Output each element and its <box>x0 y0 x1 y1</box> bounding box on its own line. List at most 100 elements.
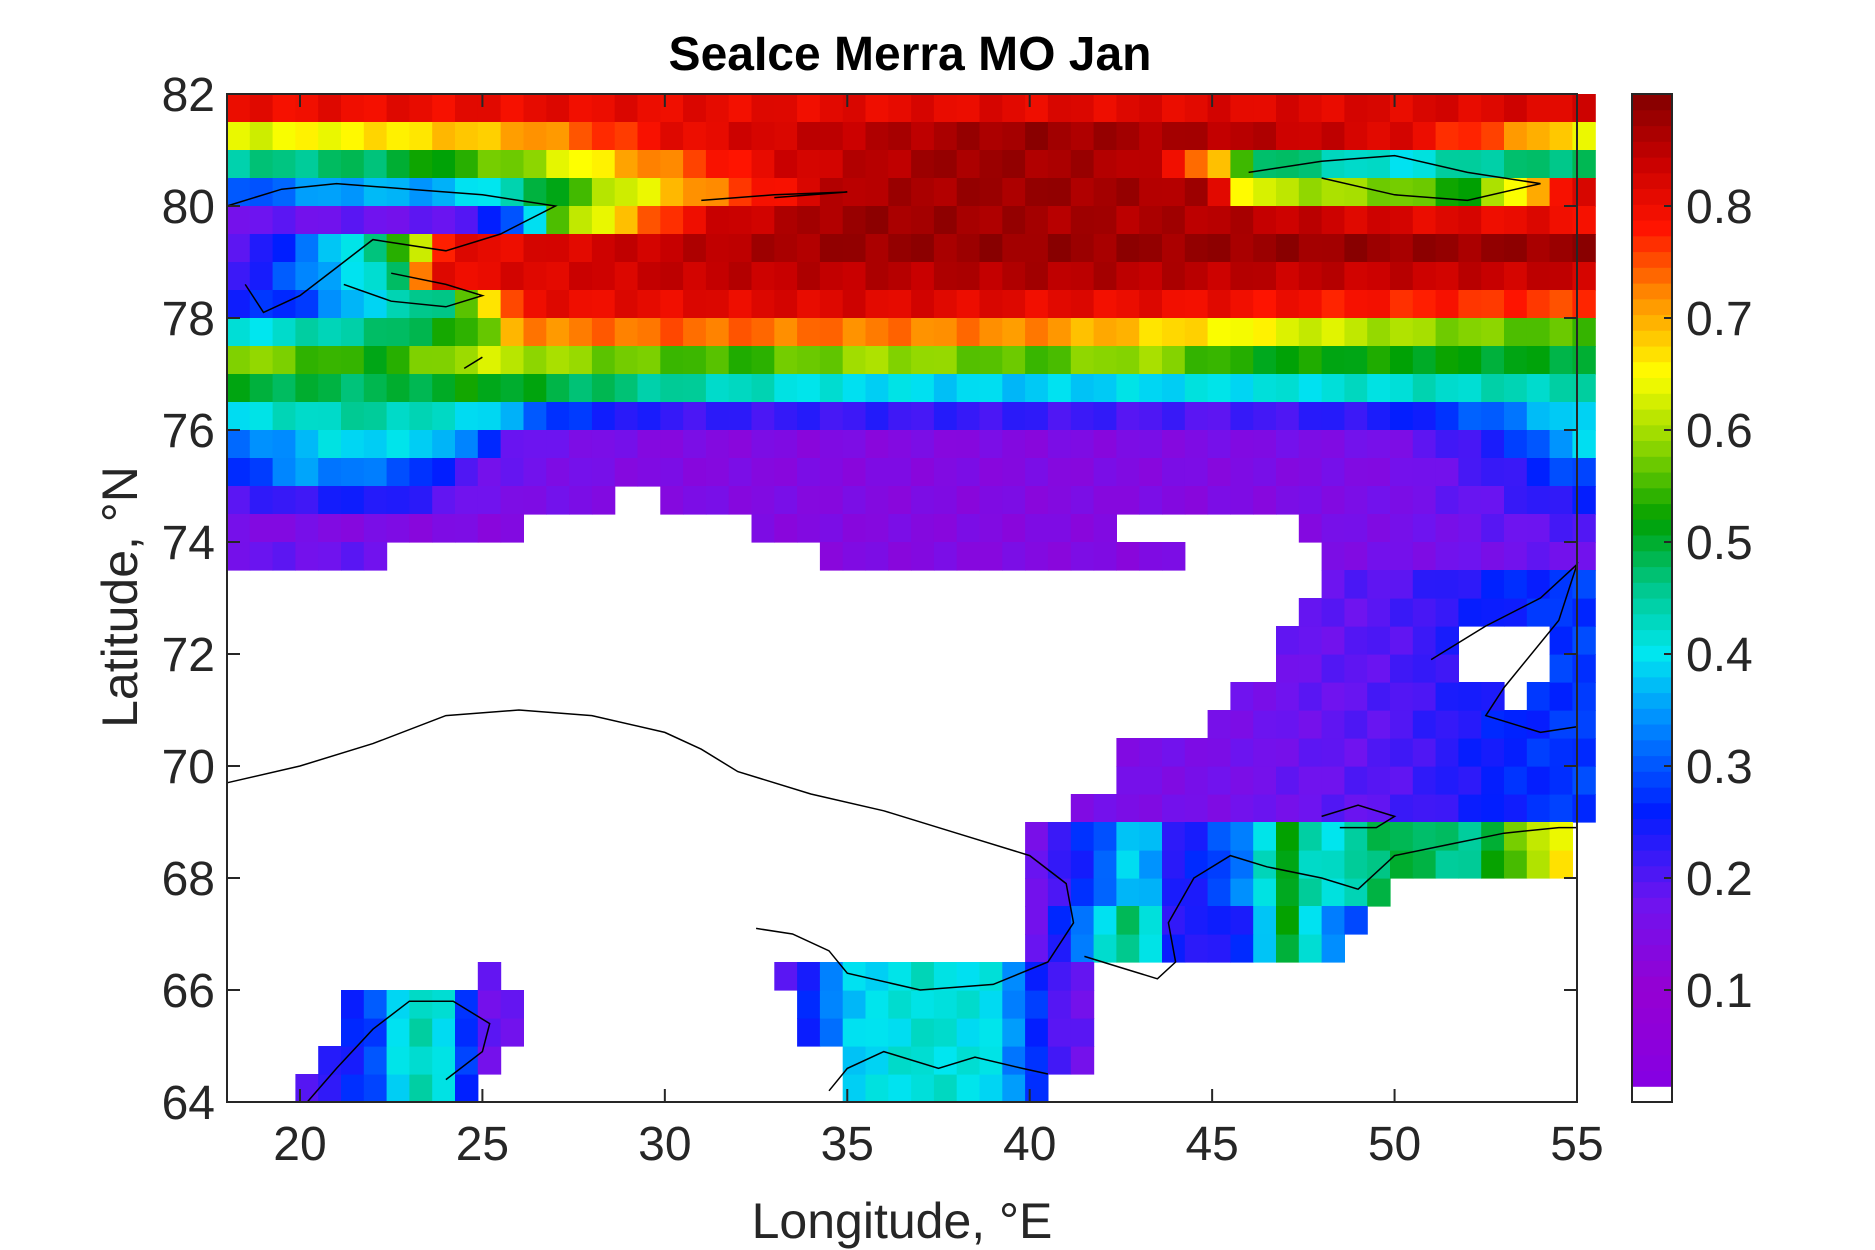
heatmap-cell <box>888 1074 912 1103</box>
heatmap-cell <box>705 206 730 235</box>
heatmap-cell <box>1321 766 1345 795</box>
heatmap-cell <box>1093 794 1117 823</box>
heatmap-cell <box>956 318 981 347</box>
heatmap-cell <box>956 178 981 207</box>
colorbar-swatch <box>1632 298 1672 316</box>
heatmap-cell <box>1184 150 1209 179</box>
heatmap-cell <box>819 1018 844 1047</box>
heatmap-cell <box>341 514 365 543</box>
heatmap-cell <box>1253 430 1277 459</box>
heatmap-cell <box>1162 94 1186 123</box>
heatmap-cell <box>705 458 730 487</box>
heatmap-cell <box>705 374 730 403</box>
heatmap-cell <box>1276 374 1300 403</box>
heatmap-cell <box>409 206 433 235</box>
heatmap-cell <box>455 94 479 123</box>
heatmap-cell <box>1139 878 1163 907</box>
heatmap-cell <box>318 1046 342 1075</box>
heatmap-cell <box>1412 458 1437 487</box>
heatmap-cell <box>1162 122 1186 151</box>
heatmap-cell <box>1390 486 1414 515</box>
heatmap-cell <box>477 94 502 123</box>
heatmap-cell <box>1458 206 1482 235</box>
heatmap-cell <box>272 402 296 431</box>
heatmap-cell <box>728 430 753 459</box>
heatmap-cell <box>500 1018 524 1047</box>
heatmap-cell <box>1002 990 1026 1019</box>
heatmap-cell <box>227 486 251 515</box>
x-tick-label: 20 <box>273 1118 326 1171</box>
heatmap-cell <box>500 150 524 179</box>
heatmap-cell <box>1526 150 1551 179</box>
heatmap-cell <box>1572 570 1596 599</box>
heatmap-cell <box>1504 318 1528 347</box>
heatmap-cell <box>1298 262 1323 291</box>
heatmap-cell <box>1093 458 1117 487</box>
heatmap-cell <box>705 122 730 151</box>
heatmap-cell <box>272 486 296 515</box>
heatmap-cell <box>341 346 365 375</box>
heatmap-cell <box>386 206 410 235</box>
heatmap-cell <box>591 486 616 515</box>
heatmap-cell <box>956 1046 981 1075</box>
heatmap-cell <box>1093 542 1117 571</box>
heatmap-cell <box>1435 486 1459 515</box>
heatmap-cell <box>683 346 707 375</box>
colorbar-swatch <box>1632 802 1672 820</box>
heatmap-cell <box>1025 458 1049 487</box>
heatmap-cell <box>1367 458 1391 487</box>
heatmap-cells <box>227 94 1596 1103</box>
heatmap-cell <box>341 1046 365 1075</box>
heatmap-cell <box>1458 514 1482 543</box>
heatmap-cell <box>341 234 365 263</box>
heatmap-cell <box>865 374 889 403</box>
heatmap-cell <box>1458 94 1482 123</box>
heatmap-cell <box>1207 430 1231 459</box>
colorbar-swatch <box>1632 1070 1672 1087</box>
heatmap-cell <box>1344 318 1368 347</box>
heatmap-cell <box>842 346 867 375</box>
heatmap-cell <box>1253 682 1277 711</box>
heatmap-cell <box>318 178 342 207</box>
heatmap-cell <box>295 402 319 431</box>
heatmap-cell <box>341 290 365 319</box>
heatmap-cell <box>660 206 684 235</box>
heatmap-cell <box>1390 710 1414 739</box>
heatmap-cell <box>363 94 388 123</box>
heatmap-cell <box>842 990 867 1019</box>
heatmap-cell <box>728 234 753 263</box>
heatmap-cell <box>1321 570 1345 599</box>
heatmap-cell <box>819 318 844 347</box>
heatmap-cell <box>1458 738 1482 767</box>
heatmap-cell <box>842 514 867 543</box>
heatmap-cell <box>249 346 274 375</box>
heatmap-cell <box>546 262 570 291</box>
heatmap-cell <box>341 1018 365 1047</box>
colorbar-swatch <box>1632 393 1672 410</box>
heatmap-cell <box>1093 346 1117 375</box>
heatmap-cell <box>1526 738 1551 767</box>
heatmap-cell <box>1298 878 1323 907</box>
heatmap-cell <box>432 1074 456 1103</box>
heatmap-cell <box>1230 290 1254 319</box>
heatmap-cell <box>1549 346 1573 375</box>
heatmap-cell <box>455 402 479 431</box>
heatmap-cell <box>1207 850 1231 879</box>
heatmap-cell <box>1253 486 1277 515</box>
heatmap-cell <box>728 122 753 151</box>
heatmap-cell <box>477 346 502 375</box>
heatmap-cell <box>1526 318 1551 347</box>
colorbar-swatch <box>1632 1007 1672 1024</box>
heatmap-cell <box>1390 738 1414 767</box>
coastline-norway <box>226 709 1075 991</box>
heatmap-cell <box>1162 906 1186 935</box>
heatmap-cell <box>1070 486 1095 515</box>
heatmap-cell <box>523 402 547 431</box>
heatmap-cell <box>1207 206 1231 235</box>
heatmap-cell <box>591 206 616 235</box>
heatmap-cell <box>1390 766 1414 795</box>
heatmap-cell <box>842 430 867 459</box>
heatmap-cell <box>1162 430 1186 459</box>
heatmap-cell <box>1481 290 1505 319</box>
heatmap-cell <box>1025 150 1049 179</box>
